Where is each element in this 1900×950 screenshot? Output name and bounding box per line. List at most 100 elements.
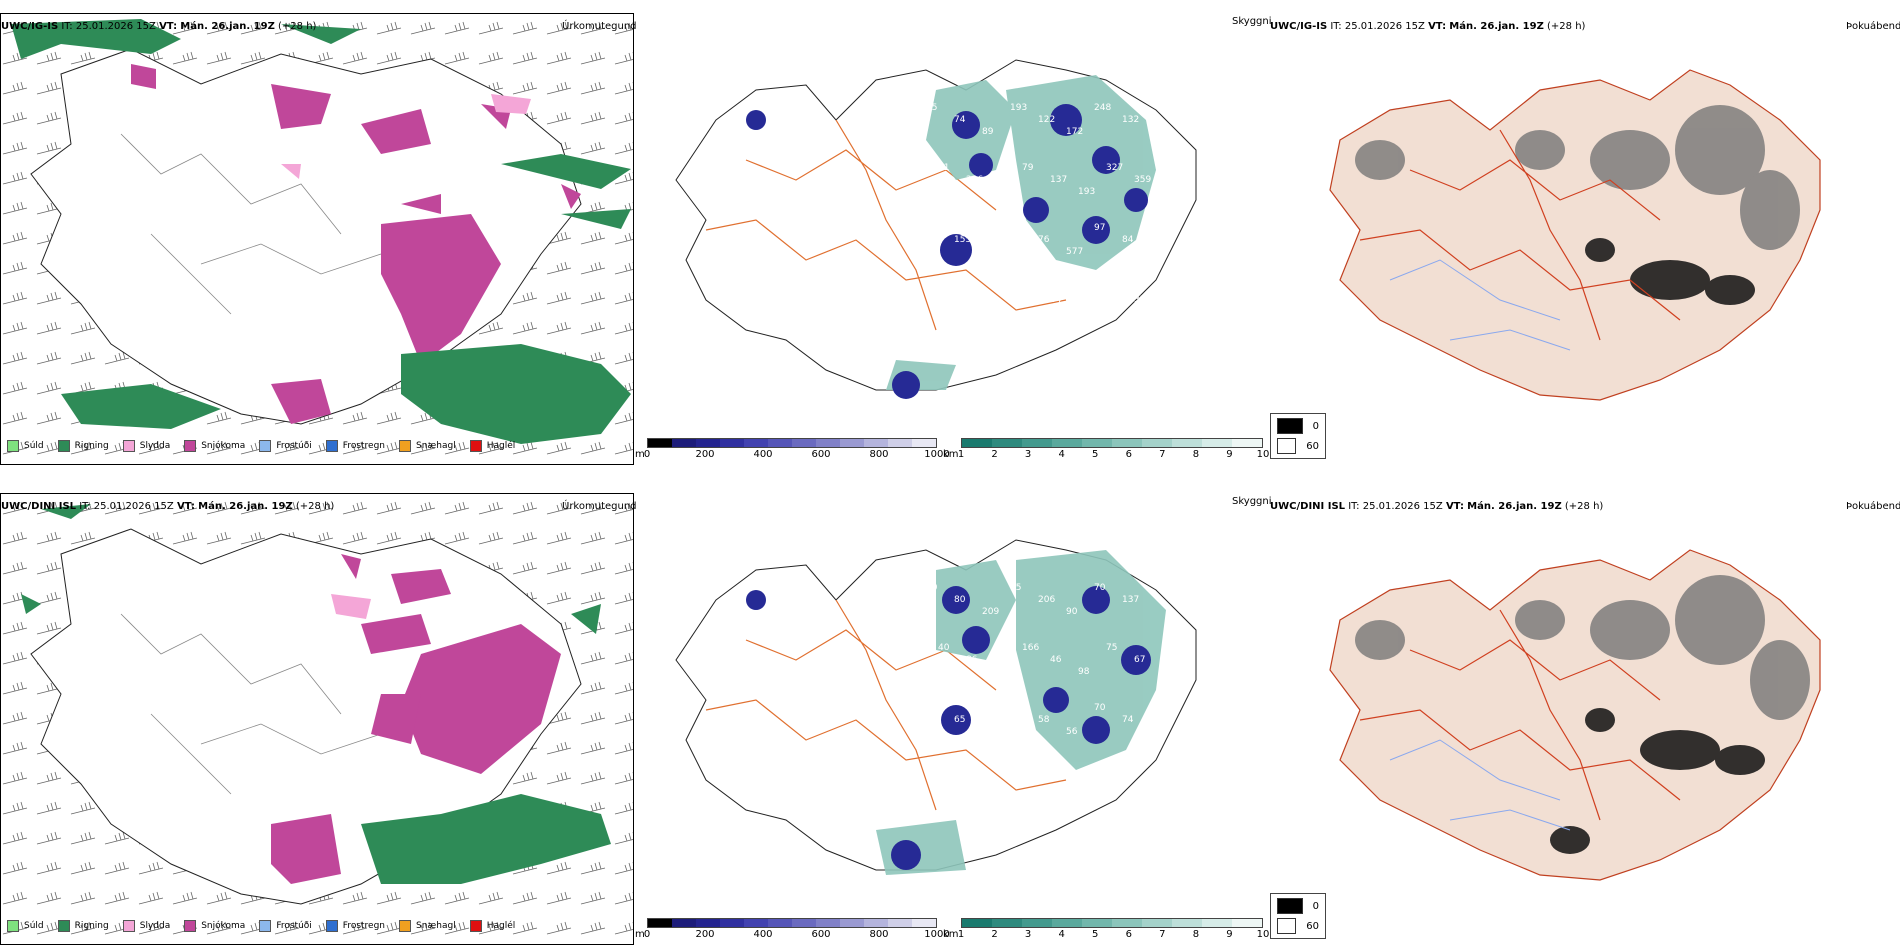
cloud-base-label: 97 — [1010, 703, 1021, 713]
legend-swatch — [469, 440, 482, 452]
fog-legend-label-1: 60 — [1306, 920, 1319, 932]
colorbar-segment — [888, 439, 912, 447]
legend-label: Súld — [24, 441, 44, 451]
lead-time: (+28 h) — [295, 501, 335, 512]
cloud-base-label: 80 — [954, 595, 966, 605]
snow-areas — [131, 64, 581, 424]
colorbar-segment — [672, 919, 696, 927]
cloud-base-label: 65 — [926, 103, 937, 113]
cloud-base-label: 97 — [1094, 223, 1105, 233]
cloud-base-label: 71 — [938, 163, 949, 173]
colorbar-tick: 600 — [811, 929, 831, 940]
colorbar-tick: 4 — [1058, 449, 1065, 460]
legend-label: Rigning — [74, 441, 109, 451]
visibility-ticks: 1 2 3 4 5 6 7 8 9 10 — [957, 928, 1270, 940]
cloud-base-label: 32 — [1106, 283, 1117, 293]
colorbar-tick: 1 — [957, 929, 965, 940]
it-label: IT: — [1348, 501, 1360, 512]
visibility-ticks: 1 2 3 4 5 6 7 8 9 10 — [958, 448, 1270, 460]
colorbar-tick: 200 — [695, 929, 715, 940]
colorbar-segment — [962, 439, 992, 447]
colorbar-segment — [696, 439, 720, 447]
cloudbase-unit: m — [635, 449, 645, 460]
fog-panel — [1300, 40, 1880, 440]
sleet-areas — [331, 594, 371, 619]
colorbar-tick: 800 — [869, 449, 889, 460]
precip-map — [1, 494, 633, 944]
colorbar-segment — [1052, 439, 1082, 447]
colorbar-segment — [768, 919, 792, 927]
precip-type-panel: Súld Rigning Slydda Snjókoma Frostúði Frostre… — [0, 493, 634, 945]
colorbar-tick: 10 — [1256, 929, 1270, 940]
legend-label: Snæhagl — [416, 441, 456, 451]
cloud-base-label: 70 — [1094, 583, 1106, 593]
cloud-base-label: 86 — [966, 655, 978, 665]
cloudbase-areas — [746, 586, 1151, 870]
colorbar-tick: 0 — [643, 929, 651, 940]
cloud-base-label: 32 — [994, 667, 1005, 677]
colorbar-segment — [816, 439, 840, 447]
precip-map — [1, 14, 633, 464]
cloud-base-label: 206 — [966, 175, 983, 185]
cloud-base-label: 122 — [1038, 115, 1055, 125]
cloud-base-label: 46 — [1050, 655, 1062, 665]
colorbar-segment — [1202, 919, 1232, 927]
it-value: 25.01.2026 15Z — [1362, 501, 1443, 512]
it-label: IT: — [1330, 21, 1342, 32]
cloud-base-label: 166 — [1022, 643, 1039, 653]
colorbar-tick: 5 — [1092, 449, 1099, 460]
colorbar-segment — [696, 919, 720, 927]
cloud-base-label: 35 — [1134, 295, 1145, 305]
fog-legend-label-0: 0 — [1312, 900, 1319, 912]
cloud-base-label: 30 — [926, 223, 938, 233]
legend-item: Súld — [7, 920, 44, 932]
cloud-base-label: 206 — [1038, 595, 1055, 605]
cloud-base-label: 193 — [1010, 103, 1027, 113]
model-name: UWC/DINI ISL — [1, 501, 77, 512]
vt-label: VT: — [176, 501, 195, 512]
colorbar-tick: 9 — [1226, 929, 1233, 940]
colorbar-segment — [864, 439, 888, 447]
fog-shading — [1355, 575, 1810, 720]
precip-legend: Súld Rigning Slydda Snjókoma Frostúði Frostre… — [7, 440, 515, 452]
rain-areas — [21, 504, 611, 884]
cloud-base-label: 67 — [1134, 655, 1145, 665]
colorbar-segment — [1202, 439, 1232, 447]
model-name: UWC/IG-IS — [1, 21, 59, 32]
colorbar-tick: 9 — [1226, 449, 1233, 460]
colorbar-tick: 6 — [1125, 449, 1132, 460]
colorbar-segment — [992, 439, 1022, 447]
legend-swatch — [399, 920, 412, 932]
colorbar-segment — [1142, 919, 1172, 927]
cloudbase-bars — [647, 918, 937, 928]
colorbar-segment — [840, 919, 864, 927]
colorbar-tick: 3 — [1024, 929, 1032, 940]
cloudbase-unit: m — [635, 929, 645, 940]
cloud-base-label: 84 — [1050, 295, 1062, 305]
cloud-base-label: 62 — [1078, 307, 1089, 317]
fog-legend-row-1: 60 — [1277, 438, 1319, 454]
colorbar-segment — [1112, 919, 1142, 927]
fog-legend-label-0: 0 — [1312, 420, 1319, 432]
header-fog: UWC/IG-IS IT: 25.01.2026 15Z VT: Mán. 26… — [1270, 21, 1585, 33]
cloud-base-label: 75 — [1106, 643, 1117, 653]
colorbar-segment — [992, 919, 1022, 927]
row-1: Súld Rigning Slydda Snjókoma Frostúði Frostre… — [0, 0, 1900, 470]
it-value: 25.01.2026 15Z — [75, 21, 156, 32]
cloud-base-label: 142 — [982, 247, 999, 257]
cloud-base-label: 248 — [1094, 103, 1111, 113]
legend-item: Frostregn — [325, 440, 385, 452]
colorbar-segment — [816, 919, 840, 927]
cloud-base-label: 54 — [982, 727, 994, 737]
panel-title-visibility: Skyggni — [1232, 16, 1272, 27]
legend-item: Frostúði — [259, 920, 312, 932]
colorbar-tick: 400 — [753, 449, 773, 460]
fog-panel — [1300, 520, 1880, 920]
cloud-base-label: 40 — [938, 643, 950, 653]
fog-legend: 0 60 — [1270, 893, 1326, 939]
legend-label: Frostúði — [276, 441, 312, 451]
legend-item: Rigning — [57, 440, 109, 452]
colorbar-segment — [792, 439, 816, 447]
colorbar-segment — [912, 919, 936, 927]
model-name: UWC/DINI ISL — [1270, 501, 1346, 512]
